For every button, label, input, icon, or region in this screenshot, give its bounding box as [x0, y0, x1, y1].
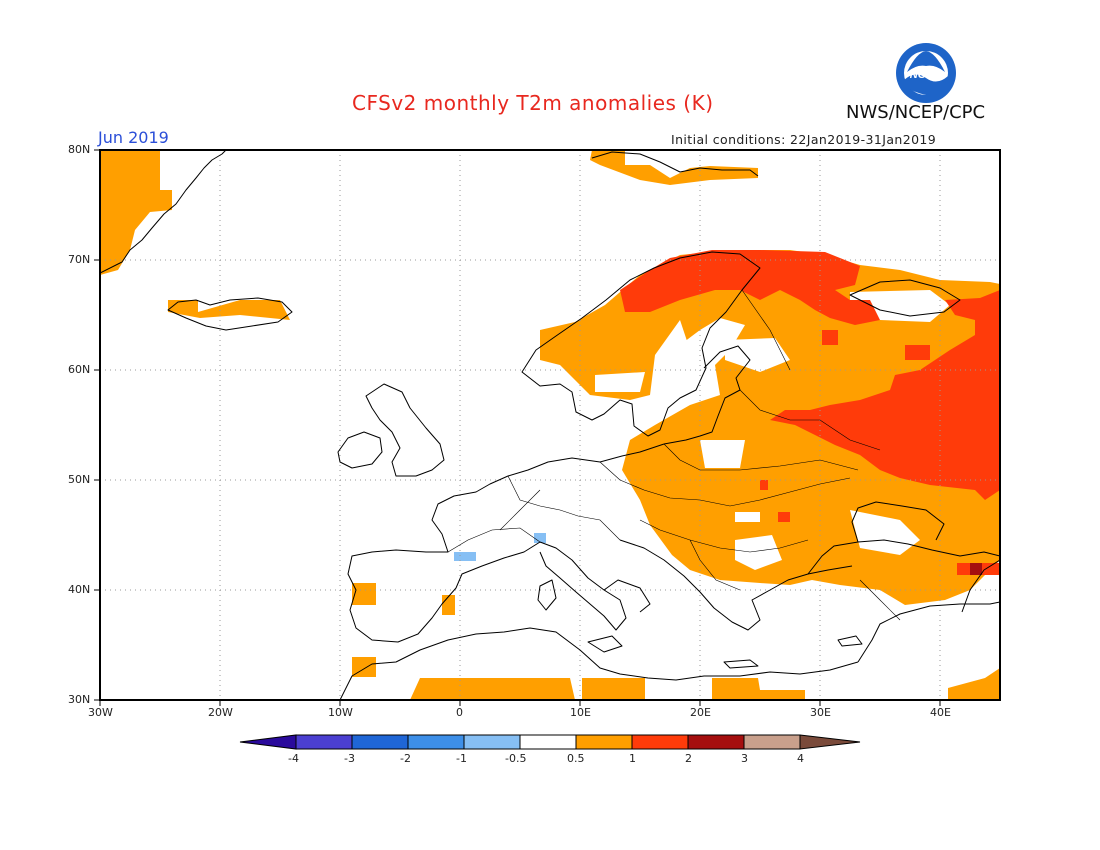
axis-ticks — [94, 149, 941, 706]
noaa-logo-text: NOAA — [910, 69, 942, 81]
agency-label: NWS/NCEP/CPC — [846, 102, 986, 123]
noaa-logo: NOAA — [896, 43, 956, 103]
anomaly-region-lapland — [620, 250, 880, 325]
lon-tick-label: 10W — [328, 706, 353, 719]
coast-iceland — [167, 297, 293, 331]
anomaly-shading — [100, 150, 1000, 700]
colorbar-segment — [687, 734, 745, 750]
colorbar-label: -4 — [288, 752, 299, 765]
lat-tick-label: 40N — [68, 583, 91, 596]
colorbar-label: -0.5 — [505, 752, 527, 765]
colorbar-segment — [575, 734, 633, 750]
colorbar-segment — [295, 734, 353, 750]
colorbar-label: 0.5 — [567, 752, 585, 765]
colorbar-label: 3 — [741, 752, 748, 765]
coast-north-africa — [339, 627, 859, 700]
neutral-hole-scandinavia — [595, 372, 645, 392]
coast-black-sea — [807, 501, 1000, 575]
coast-cyprus — [837, 635, 863, 647]
coast-italy — [539, 541, 651, 631]
coast-continent-west — [347, 443, 665, 643]
coast-baltic-east — [663, 345, 751, 445]
colorbar — [239, 734, 861, 750]
lon-tick-label: 20E — [690, 706, 711, 719]
anomaly-region-libya — [582, 678, 645, 700]
anomaly-region-moldova-spot — [778, 512, 790, 522]
anomaly-region-greenland — [100, 150, 172, 275]
cold-anomaly-alps — [534, 533, 546, 543]
lon-tick-label: 30W — [88, 706, 113, 719]
colorbar-label: -3 — [344, 752, 355, 765]
anomaly-region-north-africa — [410, 678, 575, 700]
coast-caspian — [961, 559, 1000, 613]
lat-tick-label: 70N — [68, 253, 91, 266]
coastlines — [100, 150, 1000, 700]
month-label: Jun 2019 — [98, 128, 169, 147]
colorbar-arrow-right — [799, 734, 861, 750]
neutral-hole-balkans — [735, 535, 782, 570]
colorbar-label: 1 — [629, 752, 636, 765]
lon-tick-label: 10E — [570, 706, 591, 719]
anomaly-region-egypt — [712, 678, 805, 700]
colorbar-arrow-left — [239, 734, 297, 750]
colorbar-segment — [519, 734, 577, 750]
lat-tick-label: 30N — [68, 693, 91, 706]
anomaly-region-strong — [970, 563, 982, 575]
coast-svalbard — [591, 151, 759, 177]
colorbar-segment — [631, 734, 689, 750]
colorbar-label: -2 — [400, 752, 411, 765]
country-borders — [447, 289, 901, 621]
colorbar-label: -1 — [456, 752, 467, 765]
colorbar-label: 4 — [797, 752, 804, 765]
coast-sardinia-corsica — [537, 579, 557, 611]
lon-tick-label: 30E — [810, 706, 831, 719]
initial-conditions-label: Initial conditions: 22Jan2019-31Jan2019 — [671, 132, 937, 147]
anomaly-region-iberia-west — [442, 595, 455, 615]
colorbar-label: 2 — [685, 752, 692, 765]
neutral-hole-hungary — [735, 512, 760, 522]
graticule — [100, 150, 1000, 700]
anomaly-region-russia-spot — [905, 345, 930, 360]
cold-anomaly-pyrenees — [454, 552, 476, 561]
lon-tick-label: 0 — [456, 706, 463, 719]
coast-levant — [857, 601, 1000, 663]
anomaly-region-iceland — [168, 300, 290, 320]
lat-tick-label: 80N — [68, 143, 91, 156]
coast-ireland — [337, 431, 383, 469]
coast-novaya-zemlya — [849, 279, 961, 317]
lon-tick-label: 40E — [930, 706, 951, 719]
lon-tick-label: 20W — [208, 706, 233, 719]
colorbar-segment — [743, 734, 801, 750]
neutral-hole-black-sea — [850, 510, 920, 555]
anomaly-region-ukraine-spot — [760, 480, 768, 490]
colorbar-segment — [351, 734, 409, 750]
anomaly-region-svalbard — [590, 150, 758, 185]
lat-tick-label: 50N — [68, 473, 91, 486]
neutral-hole-poland — [700, 440, 745, 468]
map-frame — [99, 149, 1001, 701]
coast-sicily — [587, 635, 623, 653]
anomaly-region-russia-east — [770, 290, 1000, 500]
coast-crete — [723, 659, 759, 669]
coast-greenland — [100, 150, 227, 274]
anomaly-region-baltic-spot — [822, 330, 838, 345]
colorbar-segment — [407, 734, 465, 750]
colorbar-segment — [463, 734, 521, 750]
anomaly-region-iberia — [352, 583, 376, 605]
chart-title: CFSv2 monthly T2m anomalies (K) — [352, 91, 714, 115]
anomaly-region-mideast — [948, 668, 1000, 700]
anomaly-region-scandinavia-russia — [540, 250, 1000, 605]
lat-tick-label: 60N — [68, 363, 91, 376]
coast-balkans-greece — [619, 539, 853, 631]
neutral-hole-finland — [725, 338, 790, 372]
anomaly-field — [100, 150, 1000, 700]
neutral-hole-gulf — [650, 320, 690, 395]
coast-britain — [365, 383, 445, 477]
coast-scandinavia — [521, 251, 761, 437]
